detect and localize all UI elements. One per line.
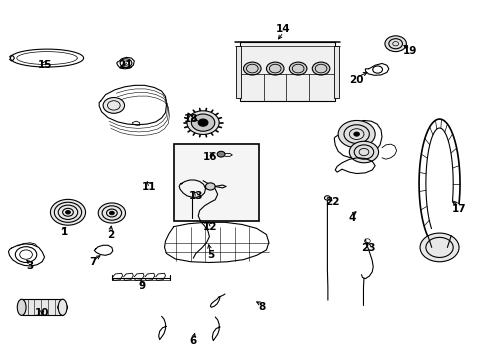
Bar (239, 42, 334, 101)
Circle shape (98, 203, 125, 223)
Text: 1: 1 (61, 227, 67, 237)
Bar (173, 144, 259, 221)
Ellipse shape (58, 299, 67, 315)
Bar (235, 45, 240, 98)
Text: 23: 23 (361, 243, 375, 253)
Circle shape (289, 62, 306, 75)
Circle shape (191, 114, 214, 131)
Text: 16: 16 (203, 152, 217, 162)
Circle shape (103, 98, 124, 113)
Text: 18: 18 (183, 114, 198, 124)
Circle shape (65, 211, 70, 214)
Bar (333, 45, 338, 98)
Text: 12: 12 (203, 222, 217, 231)
Circle shape (348, 141, 378, 163)
Circle shape (198, 119, 207, 126)
Text: 21: 21 (118, 60, 132, 70)
Text: 5: 5 (206, 250, 214, 260)
Circle shape (243, 62, 261, 75)
Text: 14: 14 (276, 24, 290, 35)
Text: 9: 9 (138, 281, 145, 291)
Circle shape (205, 183, 215, 190)
Text: 2: 2 (106, 230, 114, 239)
Circle shape (266, 62, 284, 75)
Circle shape (109, 211, 114, 215)
Circle shape (217, 151, 224, 157)
Text: 8: 8 (257, 302, 264, 312)
Circle shape (337, 121, 374, 148)
Text: 17: 17 (451, 204, 466, 214)
Circle shape (50, 199, 85, 225)
Circle shape (384, 36, 406, 51)
Text: 3: 3 (26, 261, 34, 271)
Circle shape (312, 62, 329, 75)
Bar (21, 299, 62, 315)
Text: 15: 15 (37, 60, 52, 70)
Circle shape (419, 233, 458, 262)
Circle shape (353, 132, 359, 136)
Text: 6: 6 (189, 336, 197, 346)
Text: 7: 7 (89, 257, 97, 267)
Text: 11: 11 (142, 182, 156, 192)
Text: 4: 4 (347, 213, 355, 222)
Text: 10: 10 (35, 308, 49, 318)
Ellipse shape (17, 299, 26, 315)
Text: 13: 13 (188, 191, 203, 201)
Text: 20: 20 (349, 75, 363, 85)
Text: 19: 19 (402, 46, 417, 56)
Circle shape (186, 111, 219, 134)
Text: 22: 22 (325, 197, 339, 207)
